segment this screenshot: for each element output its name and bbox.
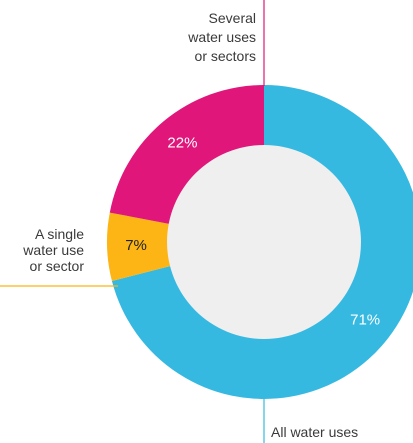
callout-label-single: A single water use or sector <box>22 226 84 274</box>
value-label-all: 71% <box>350 311 380 328</box>
callout-label-all: All water uses <box>271 424 358 440</box>
value-label-single: 7% <box>125 237 147 254</box>
slice-callouts: All water uses A single water use or sector… <box>0 0 358 443</box>
slice-all <box>111 85 413 399</box>
donut-center <box>167 145 361 339</box>
slice-value-labels: 71% 7% 22% <box>125 134 380 328</box>
value-label-several: 22% <box>167 134 197 151</box>
callout-label-several: Several water uses or sectors <box>187 10 256 64</box>
